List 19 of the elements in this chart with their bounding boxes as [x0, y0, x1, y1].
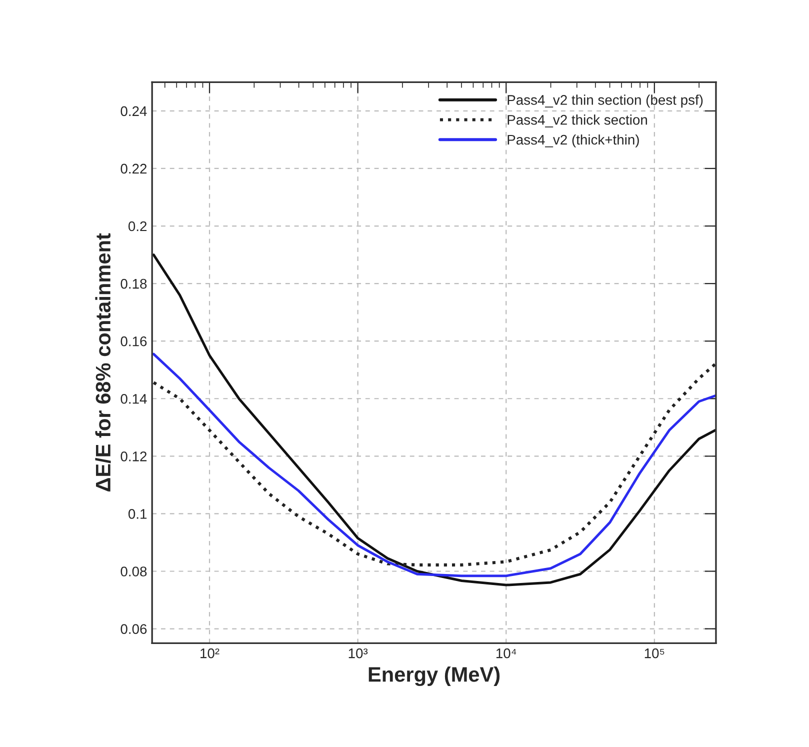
y-tick-label: 0.16 — [120, 336, 147, 346]
y-tick-label: 0.06 — [120, 624, 147, 634]
legend-label: Pass4_v2 thin section (best psf) — [508, 94, 703, 108]
y-tick-label: 0.12 — [120, 452, 147, 462]
y-tick-label: 0.22 — [120, 164, 147, 174]
y-tick-label: 0.18 — [120, 278, 147, 289]
y-tick-label: 0.08 — [120, 566, 147, 576]
x-tick-label: 10⁴ — [496, 648, 516, 658]
y-tick-label: 0.14 — [120, 394, 147, 404]
legend-label: Pass4_v2 (thick+thin) — [508, 134, 639, 148]
x-tick-label: 10³ — [348, 648, 368, 658]
y-tick-label: 0.24 — [120, 106, 147, 116]
y-tick-label: 0.2 — [128, 221, 147, 232]
x-tick-label: 10⁵ — [644, 648, 664, 658]
legend-label: Pass4_v2 thick section — [508, 114, 647, 128]
x-tick-label: 10² — [200, 648, 220, 658]
x-axis-title: Energy (MeV) — [368, 666, 500, 686]
y-axis-title: ΔE/E for 68% containment — [95, 233, 111, 492]
y-tick-label: 0.1 — [128, 509, 147, 519]
